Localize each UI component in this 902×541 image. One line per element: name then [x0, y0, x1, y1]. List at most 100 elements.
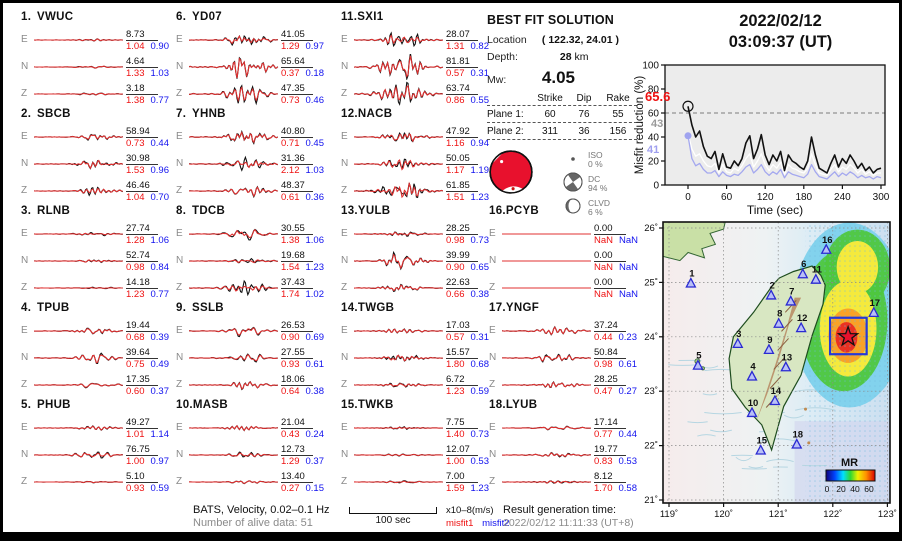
map-station-marker: [692, 359, 704, 370]
amplitude-value: 28.07: [446, 29, 478, 41]
map-station-marker: [763, 343, 775, 355]
trace-row: N 19.68 1.54 1.23: [176, 247, 330, 274]
amplitude-value: 19.77: [594, 444, 626, 456]
component-label: E: [21, 131, 28, 142]
station-number: 12.: [341, 108, 358, 120]
synthetic-trace: [354, 33, 443, 44]
waveform-trace: [34, 231, 123, 236]
depth-unit: km: [574, 51, 589, 63]
map-station-number: 6: [801, 259, 806, 270]
trace-row: E 17.03 0.57 0.31: [341, 317, 495, 344]
misfit1-value: 1.54: [281, 262, 300, 273]
component-label: E: [341, 34, 348, 45]
station-block: 1. VWUC E 8.73 1.04 0.90 N 4.64 1.33 1.03 Z 3.18 1.3…: [21, 11, 175, 108]
station-number: 18.: [489, 399, 506, 411]
trace-row: E 49.27 1.01 1.14: [21, 414, 175, 441]
trace-row: N 0.00 NaN NaN: [489, 247, 643, 274]
depth-value: 28: [559, 51, 572, 63]
waveform-trace: [34, 327, 123, 334]
misfit1-value: 1.31: [446, 41, 465, 52]
misfit1-value: 1.80: [446, 359, 465, 370]
waveform-trace: [354, 181, 444, 198]
depth-label: Depth:: [487, 51, 518, 63]
col-dip: Dip: [576, 93, 592, 104]
data-description: BATS, Velocity, 0.02–0.1 Hz: [193, 504, 330, 516]
component-label: E: [341, 422, 348, 433]
synthetic-trace: [354, 480, 443, 483]
lon-tick-label: 123˚: [878, 509, 897, 520]
station-code: PHUB: [37, 399, 71, 411]
waveform-trace: [354, 30, 443, 47]
misfit1-value: 1.33: [126, 68, 145, 79]
trace-row: N 50.05 1.17 1.19: [341, 150, 495, 177]
misfit2-value: 1.06: [150, 235, 170, 246]
component-label: Z: [176, 379, 183, 390]
misfit2-value: 0.73: [470, 235, 490, 246]
amplitude-value: 81.81: [446, 56, 478, 68]
component-label: E: [21, 228, 28, 239]
synthetic-trace: [34, 37, 123, 41]
station-code: SXI1: [357, 11, 384, 23]
amplitude-value: 3.18: [126, 83, 158, 95]
x-tick-label: 240: [834, 192, 851, 203]
lat-tick-label: 26˚: [644, 223, 658, 234]
station-number: 5.: [21, 399, 32, 411]
table-row: Plane 2: 311 36 156: [487, 123, 637, 140]
result-time-label: Result generation time:: [503, 504, 617, 516]
misfit1-value: 0.37: [281, 68, 300, 79]
lat-tick-label: 22˚: [644, 441, 658, 452]
lat-tick-label: 24˚: [644, 332, 658, 343]
waveform-trace: [34, 382, 123, 388]
map-station-number: 7: [789, 286, 794, 297]
waveform-trace: [189, 326, 278, 337]
amplitude-value: 61.85: [446, 180, 478, 192]
misfit1-value: 0.71: [281, 138, 300, 149]
component-label: Z: [176, 88, 183, 99]
clvd-label: CLVD: [588, 198, 611, 208]
station-title: 4. TPUB: [21, 302, 175, 317]
synthetic-trace: [189, 159, 278, 168]
waveform-trace: [34, 185, 123, 197]
y-tick-label: 100: [642, 61, 659, 72]
trace-row: E 17.14 0.77 0.44: [489, 414, 643, 441]
waveform-trace: [34, 133, 124, 141]
misfit2-value: 0.59: [470, 386, 490, 397]
synthetic-trace: [189, 130, 279, 143]
component-label: N: [21, 449, 29, 460]
amplitude-value: 17.03: [446, 320, 478, 332]
misfit2-value: 0.84: [150, 262, 170, 273]
panel-title: BEST FIT SOLUTION: [487, 13, 615, 27]
misfit1-value: 1.74: [281, 289, 300, 300]
waveform-trace: [189, 185, 278, 198]
trace-row: N 30.98 1.53 0.96: [21, 150, 175, 177]
amplitude-value: 14.18: [126, 277, 158, 289]
component-label: N: [176, 352, 184, 363]
misfit1-value: 0.90: [446, 262, 465, 273]
trace-row: N 15.57 1.80 0.68: [341, 344, 495, 371]
component-label: E: [341, 131, 348, 142]
component-label: Z: [176, 282, 183, 293]
synthetic-trace: [354, 453, 443, 456]
trace-row: N 76.75 1.00 0.97: [21, 441, 175, 468]
trace-row: Z 7.00 1.59 1.23: [341, 468, 495, 495]
synthetic-trace: [354, 231, 443, 236]
trace-row: Z 18.06 0.64 0.38: [176, 371, 330, 398]
plane1-rake: 55: [612, 109, 624, 120]
misfit1-value: 0.98: [446, 235, 465, 246]
waveform-trace: [189, 129, 279, 145]
amplitude-value: 46.46: [126, 180, 158, 192]
waveform-trace: [354, 230, 443, 237]
component-label: E: [489, 228, 496, 239]
amplitude-value: 47.35: [281, 83, 313, 95]
synthetic-trace: [189, 326, 278, 336]
misfit2-value: 0.82: [470, 41, 490, 52]
component-label: E: [489, 422, 496, 433]
station-number: 13.: [341, 205, 358, 217]
map-station-marker: [746, 406, 758, 418]
misfit2-value: 0.38: [305, 386, 325, 397]
waveform-column-3: 11.SXI1 E 28.07 1.31 0.82 N 81.81 0.57 0.31 Z 63.7…: [341, 11, 495, 496]
trace-row: Z 63.74 0.86 0.55: [341, 80, 495, 107]
dc-icon: [561, 172, 585, 197]
component-label: N: [21, 61, 29, 72]
